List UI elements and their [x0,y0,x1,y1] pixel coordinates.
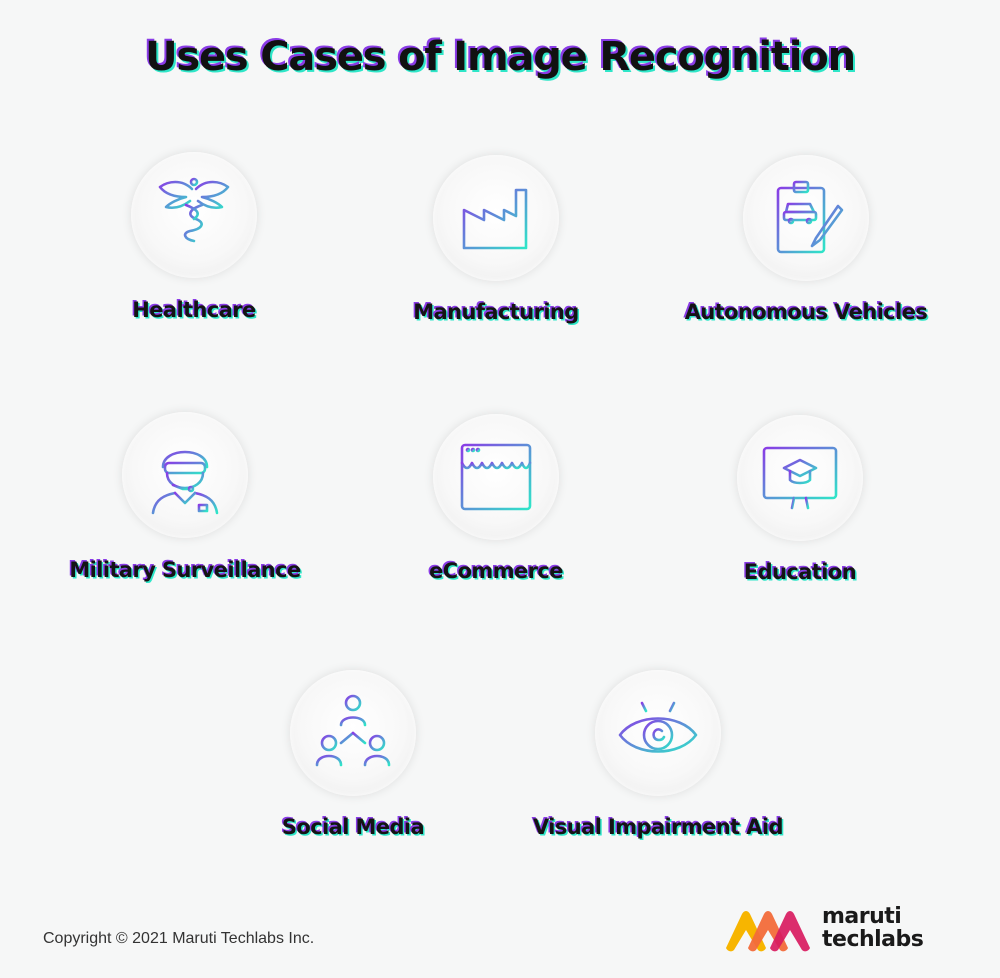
use-case-label: Social Media [281,815,425,839]
eye-icon [618,697,698,753]
brand-line1: maruti [822,904,902,929]
icon-circle [122,412,248,538]
use-case-label: Manufacturing [413,300,579,324]
use-case-label: eCommerce [429,559,563,583]
icon-circle [595,670,721,796]
icon-circle [433,155,559,281]
icon-circle [743,155,869,281]
brand-line2: techlabs [822,927,924,952]
copyright-text: Copyright © 2021 Maruti Techlabs Inc. [43,930,315,947]
graduation-monitor-icon [762,446,838,510]
clipboard-car-icon [776,180,844,254]
use-case-label: Visual Impairment Aid [533,815,784,839]
soldier-icon [151,450,219,515]
brand-name: maruti techlabs [822,904,924,952]
page-title: Uses Cases of Image Recognition [145,34,856,80]
icon-circle [433,414,559,540]
use-case-label: Military Surveillance [69,558,301,582]
network-people-icon [315,694,391,767]
use-case-label: Education [743,560,857,584]
storefront-icon [460,443,532,511]
caduceus-icon [158,177,230,253]
use-case-label: Healthcare [132,298,256,322]
maruti-techlabs-logo-icon [726,911,810,952]
use-case-label: Autonomous Vehicles [684,300,928,324]
factory-icon [458,188,534,250]
icon-circle [737,415,863,541]
